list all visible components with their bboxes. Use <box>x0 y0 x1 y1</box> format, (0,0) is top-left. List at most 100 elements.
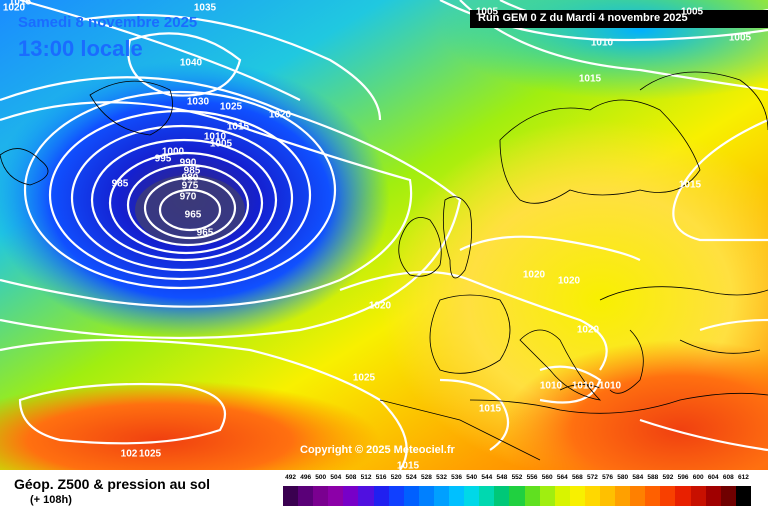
isobar-label: 1020 <box>557 275 581 287</box>
scale-tick-label: 512 <box>360 474 372 481</box>
isobar-label: 1020 <box>268 109 292 121</box>
scale-swatch <box>464 486 480 506</box>
weather-map: Samedi 8 novembre 2025 13:00 locale Run … <box>0 0 768 470</box>
isobar-label: 1010 <box>539 380 563 392</box>
isobar-label: 1010 <box>598 380 622 392</box>
isobar-label: 1020 <box>522 269 546 281</box>
copyright: Copyright © 2025 Meteociel.fr <box>300 444 455 456</box>
scale-tick-label: 612 <box>738 474 749 481</box>
scale-tick-label: 580 <box>617 474 629 481</box>
scale-swatch <box>283 486 299 506</box>
isobar-label: 1005 <box>209 138 233 150</box>
isobar-label: 1005 <box>475 6 499 18</box>
scale-swatch <box>720 486 736 506</box>
scale-tick-label: 508 <box>345 474 357 481</box>
isobar-label: 1035 <box>193 2 217 14</box>
isobar-label: 995 <box>154 153 172 165</box>
legend-subtitle: (+ 108h) <box>30 494 72 506</box>
scale-tick-label: 540 <box>466 474 478 481</box>
scale-tick-label: 564 <box>556 474 568 481</box>
color-scale <box>283 486 751 506</box>
isobar-label: 1020 <box>368 300 392 312</box>
isobar-label: 1010 <box>590 37 614 49</box>
scale-swatch <box>298 486 314 506</box>
isobar-label: 1005 <box>680 6 704 18</box>
scale-swatch <box>630 486 646 506</box>
scale-tick-label: 504 <box>330 474 342 481</box>
scale-tick-label: 492 <box>285 474 296 481</box>
isobar-label: 1025 <box>138 448 162 460</box>
scale-swatch <box>735 486 751 506</box>
scale-tick-label: 576 <box>602 474 614 481</box>
scale-swatch <box>433 486 450 506</box>
isobar-label: 1020 <box>2 2 26 14</box>
scale-tick-label: 520 <box>390 474 402 481</box>
run-info: Run GEM 0 Z du Mardi 4 novembre 2025 <box>478 12 688 24</box>
scale-tick-label: 528 <box>420 474 432 481</box>
scale-tick-label: 568 <box>571 474 583 481</box>
isobar-label: 980 <box>181 172 199 184</box>
isobar-label: 1015 <box>396 460 420 471</box>
isobar-label: 1015 <box>478 403 502 415</box>
scale-tick-label: 584 <box>632 474 644 481</box>
scale-labels: 492 496 500 504 508 512 516 520 524 528 532 536 540 5… <box>283 474 751 484</box>
scale-tick-label: 600 <box>692 474 704 481</box>
scale-tick-label: 516 <box>375 474 387 481</box>
scale-swatch <box>313 486 329 506</box>
scale-swatch <box>494 486 510 506</box>
scale-swatch <box>509 486 525 506</box>
scale-swatch <box>388 486 404 506</box>
scale-swatch <box>479 486 495 506</box>
scale-tick-label: 556 <box>526 474 538 481</box>
scale-swatch <box>554 486 570 506</box>
scale-swatch <box>539 486 555 506</box>
scale-swatch <box>328 486 344 506</box>
scale-tick-label: 572 <box>587 474 598 481</box>
scale-tick-label: 496 <box>300 474 312 481</box>
isobar-label: 1010 <box>571 380 595 392</box>
scale-swatch <box>599 486 616 506</box>
isobar-label: 102 <box>120 448 138 460</box>
scale-tick-label: 548 <box>496 474 508 481</box>
scale-swatch <box>373 486 389 506</box>
geopotential-field <box>0 0 768 470</box>
scale-swatch <box>690 486 706 506</box>
isobar-label: 1040 <box>179 57 203 69</box>
isobar-label: 975 <box>181 180 199 192</box>
isobar-label: 1000 <box>161 146 185 158</box>
run-info-box <box>470 10 768 28</box>
isobar-label: 1015 <box>226 121 250 133</box>
scale-tick-label: 604 <box>707 474 719 481</box>
scale-tick-label: 588 <box>647 474 659 481</box>
scale-swatch <box>524 486 540 506</box>
scale-swatch <box>449 486 465 506</box>
isobar-label: 1025 <box>219 101 243 113</box>
scale-swatch <box>705 486 721 506</box>
scale-swatch <box>660 486 676 506</box>
isobar-label: 965 <box>196 227 214 239</box>
scale-tick-label: 536 <box>451 474 463 481</box>
isobar-label: 1010 <box>203 131 227 143</box>
isobar-label: 1025 <box>352 372 376 384</box>
forecast-time: 13:00 locale <box>18 36 143 61</box>
isobar-label: 1015 <box>8 0 32 8</box>
scale-swatch <box>403 486 419 506</box>
scale-tick-label: 552 <box>511 474 523 481</box>
isobar-label: 990 <box>179 157 197 169</box>
isobar-label: 985 <box>111 178 129 190</box>
scale-tick-label: 596 <box>677 474 689 481</box>
scale-swatch <box>675 486 691 506</box>
legend-footer: Géop. Z500 & pression au sol (+ 108h) 49… <box>0 470 768 512</box>
isobar-label: 965 <box>184 209 202 221</box>
scale-tick-label: 560 <box>541 474 553 481</box>
isobar-label: 985 <box>183 165 201 177</box>
isobar-label: 1015 <box>578 73 602 85</box>
scale-swatch <box>343 486 359 506</box>
scale-swatch <box>418 486 434 506</box>
scale-swatch <box>645 486 661 506</box>
forecast-date: Samedi 8 novembre 2025 <box>18 14 198 31</box>
isobar-label: 1005 <box>728 32 752 44</box>
isobar-label: 1015 <box>678 179 702 191</box>
legend-title: Géop. Z500 & pression au sol <box>14 476 211 492</box>
isobar-label: 970 <box>179 191 197 203</box>
